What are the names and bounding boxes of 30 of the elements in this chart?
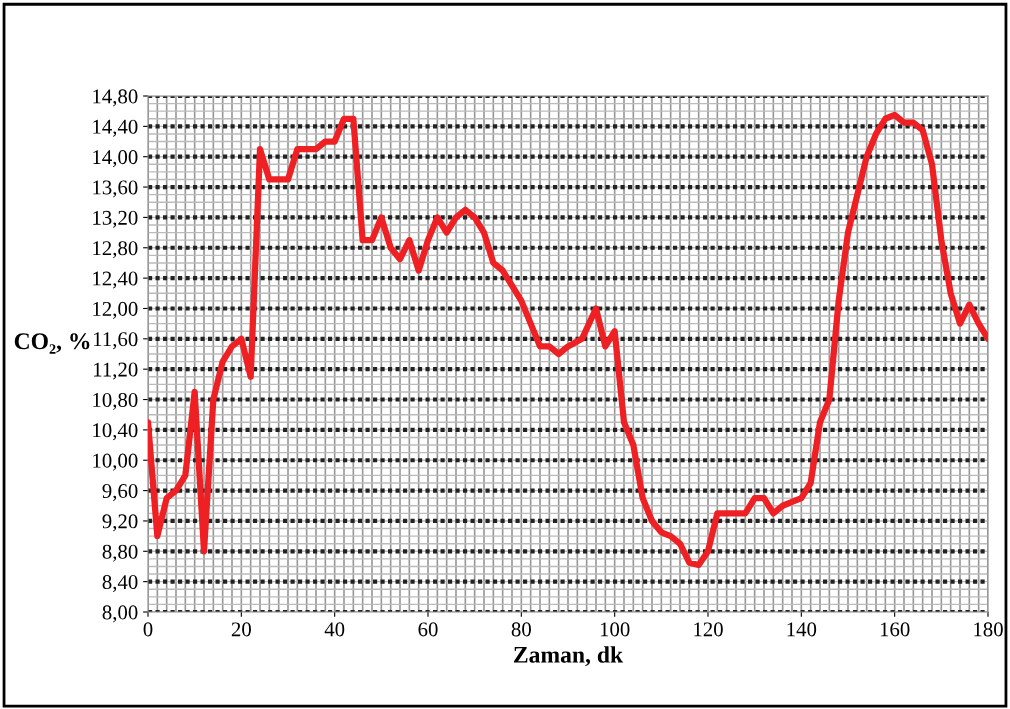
x-tick-label: 180 (974, 622, 1003, 637)
y-tick-label: 11,60 (94, 332, 138, 350)
x-tick-label: 140 (787, 622, 817, 637)
x-tick-label: 160 (880, 622, 910, 637)
x-tick-label: 20 (231, 622, 251, 637)
y-tick-label: 13,20 (93, 210, 138, 228)
y-tick-label: 8,00 (102, 605, 138, 623)
y-tick-label: 9,60 (102, 483, 138, 502)
y-axis-title: CO₂, % (14, 333, 90, 354)
y-tick-label: 13,60 (93, 180, 138, 198)
x-axis-title: Zaman, dk (514, 646, 624, 667)
y-tick-label: 12,40 (93, 271, 138, 289)
x-tick-label: 40 (324, 622, 345, 637)
y-tick-label: 10,40 (93, 423, 138, 441)
y-tick-label: 8,40 (102, 575, 138, 593)
y-tick-label: 14,00 (93, 150, 138, 168)
y-tick-label: 9,20 (102, 514, 138, 532)
x-tick-label: 80 (511, 622, 531, 637)
x-tick-label: 100 (600, 622, 630, 637)
y-tick-label: 10,80 (93, 392, 138, 410)
y-tick-label: 14,40 (93, 119, 138, 137)
y-tick-label: 8,80 (102, 544, 138, 562)
y-tick-label: 10,00 (93, 453, 138, 471)
y-tick-label: 12,00 (93, 301, 138, 319)
y-tick-label: 11,20 (94, 362, 138, 380)
y-tick-label: 14,80 (93, 89, 138, 107)
x-tick-label: 0 (143, 622, 153, 637)
x-tick-label: 120 (694, 622, 723, 637)
y-tick-label: 12,80 (93, 241, 138, 259)
x-tick-label: 60 (418, 622, 438, 637)
